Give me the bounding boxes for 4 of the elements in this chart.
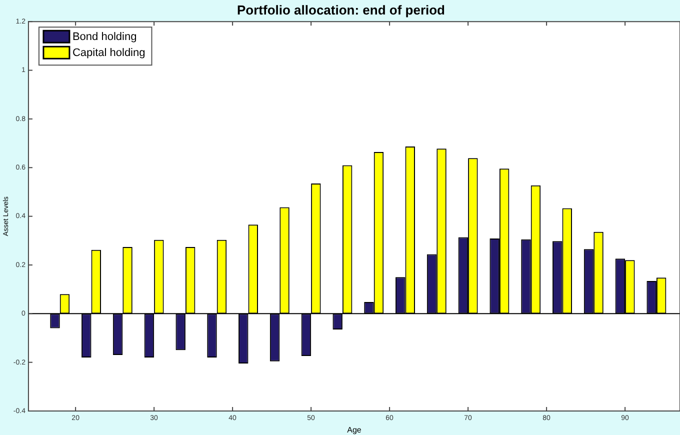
chart-title: Portfolio allocation: end of period (237, 2, 446, 18)
legend-label: Bond holding (72, 31, 137, 44)
x-axis-title: Age (347, 425, 362, 434)
legend-label: Capital holding (72, 47, 146, 60)
